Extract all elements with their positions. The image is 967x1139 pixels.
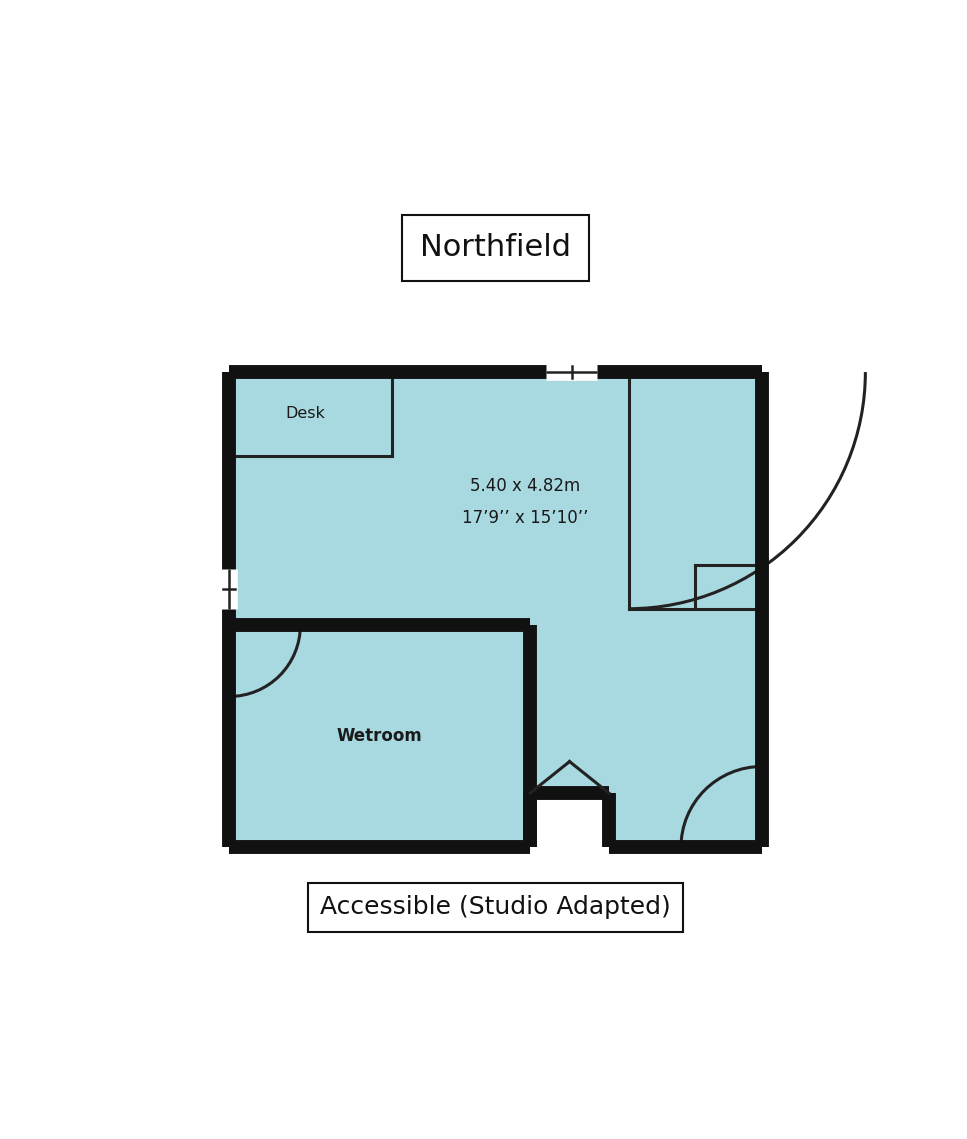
Text: Accessible (Studio Adapted): Accessible (Studio Adapted) <box>320 895 671 919</box>
Bar <box>229 372 762 847</box>
Bar <box>530 793 609 847</box>
Text: Northfield: Northfield <box>420 233 571 262</box>
Text: Desk: Desk <box>286 407 326 421</box>
Text: Wetroom: Wetroom <box>337 728 423 745</box>
Text: 5.40 x 4.82m: 5.40 x 4.82m <box>470 477 580 495</box>
Text: 17’9’’ x 15’10’’: 17’9’’ x 15’10’’ <box>462 509 589 527</box>
